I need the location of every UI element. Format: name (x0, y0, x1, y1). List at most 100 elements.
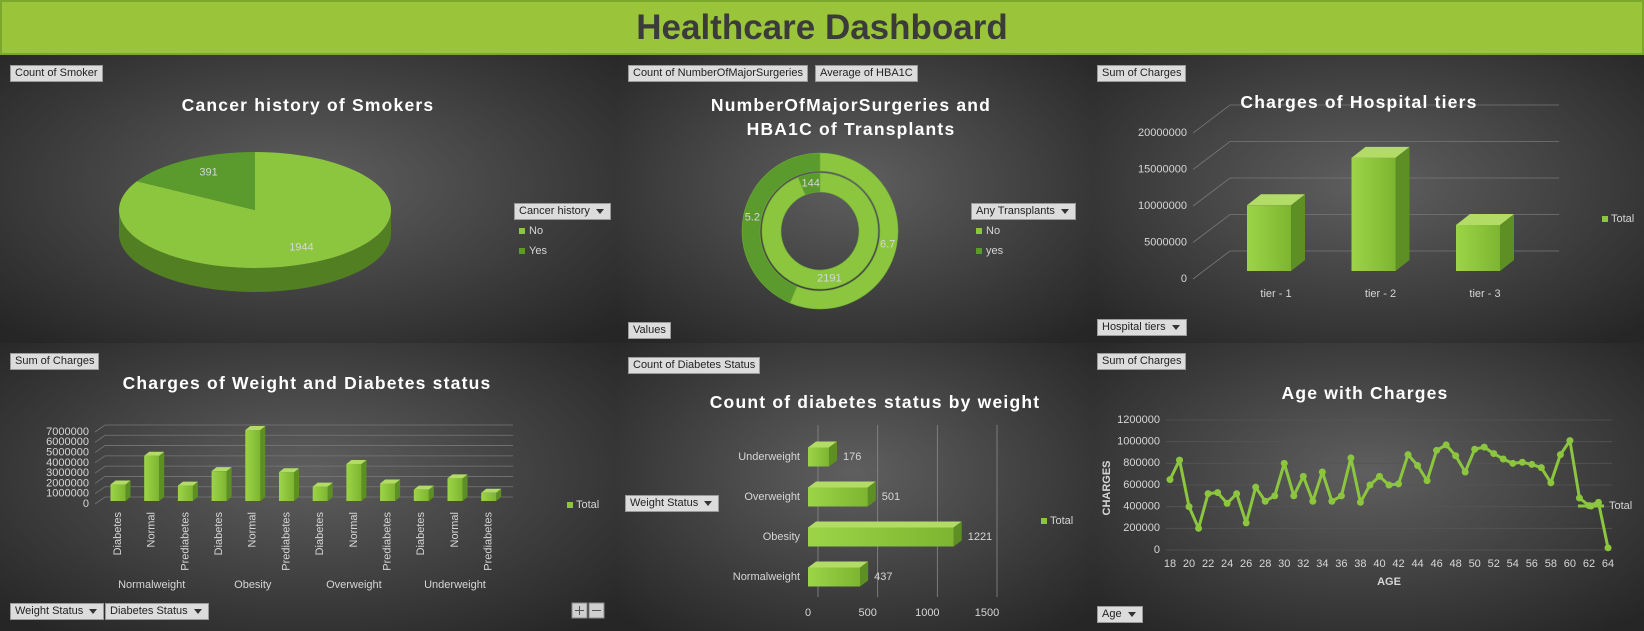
y-tick-label: 15000000 (1138, 163, 1187, 175)
grid-line (1192, 177, 1559, 207)
point-marker (1328, 497, 1336, 505)
bar-front (110, 484, 126, 501)
point-marker (1195, 524, 1203, 532)
legend-label: No (986, 225, 1000, 237)
x-tick-label: 18 (1164, 558, 1176, 570)
bar (346, 459, 367, 501)
field-button[interactable]: Count of NumberOfMajorSurgeries (628, 65, 808, 82)
field-button[interactable]: Count of Diabetes Status (628, 357, 761, 374)
legend-label: yes (986, 245, 1004, 257)
doughnut-segment (761, 172, 879, 290)
x-tick-label: Prediabetes (280, 512, 292, 571)
y-tick-label: 1000000 (1117, 436, 1160, 448)
bar (177, 481, 198, 501)
point-marker (1261, 497, 1269, 505)
grid-line (94, 455, 513, 464)
point-marker (1299, 472, 1307, 480)
x-tick-label: tier - 2 (1365, 288, 1396, 300)
x-tick-label: 40 (1373, 558, 1385, 570)
point-marker (1252, 483, 1260, 491)
legend-marker (1587, 502, 1595, 510)
x-tick-label: 500 (858, 607, 876, 619)
point-marker (1528, 460, 1536, 468)
field-button[interactable]: Any Transplants (971, 203, 1076, 220)
field-button[interactable]: Diabetes Status (105, 603, 209, 620)
legend-swatch (976, 228, 982, 234)
field-button[interactable]: Weight Status (10, 603, 105, 620)
bar-side (294, 468, 299, 501)
x-tick-label: tier - 1 (1260, 288, 1291, 300)
x-tick-label: Diabetes (415, 512, 427, 556)
point-marker (1347, 454, 1355, 462)
point-marker (1375, 472, 1383, 480)
field-button[interactable]: Average of HBA1C (815, 65, 918, 82)
x-tick-label: Diabetes (112, 512, 124, 556)
bar (312, 482, 333, 501)
field-button[interactable]: Sum of Charges (1097, 353, 1187, 370)
bar-front (346, 463, 362, 501)
expand-button[interactable] (571, 602, 588, 619)
chart-title: Cancer history of Smokers (181, 95, 435, 115)
legend-label: Total (576, 499, 599, 511)
bar (245, 426, 266, 501)
bar-front (1351, 157, 1396, 271)
bar-front (279, 472, 294, 501)
bar-front (808, 447, 830, 467)
point-marker (1242, 519, 1250, 527)
x-tick-label: Normal (247, 512, 259, 547)
point-marker (1414, 462, 1422, 469)
x-tick-label: 36 (1335, 558, 1347, 570)
x-tick-label: 56 (1526, 558, 1538, 570)
field-button[interactable]: Sum of Charges (1097, 65, 1187, 82)
data-label: 176 (843, 451, 861, 463)
bar-front (808, 487, 868, 507)
point-marker (1547, 479, 1555, 487)
bar (1247, 194, 1305, 271)
grid-line (94, 486, 513, 495)
y-tick-label: 2000000 (46, 477, 89, 489)
point-marker (1309, 497, 1317, 505)
bar-front (808, 527, 954, 547)
point-marker (1604, 544, 1612, 552)
point-marker (1366, 481, 1374, 489)
bar-top (380, 479, 401, 484)
data-label: 437 (874, 571, 892, 583)
bar-top (312, 482, 333, 487)
point-marker (1214, 489, 1222, 497)
bar-front (413, 489, 429, 501)
collapse-button[interactable] (588, 602, 605, 619)
field-button[interactable]: Count of Smoker (10, 65, 103, 82)
x-tick-label: 24 (1221, 558, 1233, 570)
x-tick-label: 60 (1564, 558, 1576, 570)
point-marker (1176, 456, 1184, 464)
point-marker (1271, 492, 1279, 500)
bar-top (110, 480, 131, 485)
y-tick-label: 5000000 (46, 446, 89, 458)
point-marker (1518, 458, 1526, 466)
field-button[interactable]: Hospital tiers (1097, 319, 1187, 336)
bar-top (808, 561, 869, 568)
legend-label: Yes (529, 245, 547, 257)
field-button[interactable]: Age (1097, 606, 1143, 623)
pie-depth (119, 210, 391, 292)
point-marker (1223, 499, 1231, 507)
grid-line (94, 465, 513, 474)
legend-swatch (519, 248, 525, 254)
field-button[interactable]: Cancer history (514, 203, 611, 220)
x-tick-label: Prediabetes (483, 512, 495, 571)
x-tick-label: 54 (1507, 558, 1519, 570)
data-label: 144 (801, 177, 819, 189)
point-marker (1556, 451, 1564, 459)
bar-side (867, 481, 876, 507)
field-button[interactable]: Values (628, 322, 671, 339)
bar (808, 441, 838, 467)
legend-swatch (976, 248, 982, 254)
bar (211, 467, 232, 501)
y-tick-label: 3000000 (46, 467, 89, 479)
bar-front (808, 567, 861, 587)
doughnut-segment (797, 172, 821, 196)
field-button[interactable]: Weight Status (625, 495, 720, 512)
grid-line (94, 434, 513, 443)
field-button[interactable]: Sum of Charges (10, 353, 100, 370)
y-tick-label: 1200000 (1117, 414, 1160, 426)
